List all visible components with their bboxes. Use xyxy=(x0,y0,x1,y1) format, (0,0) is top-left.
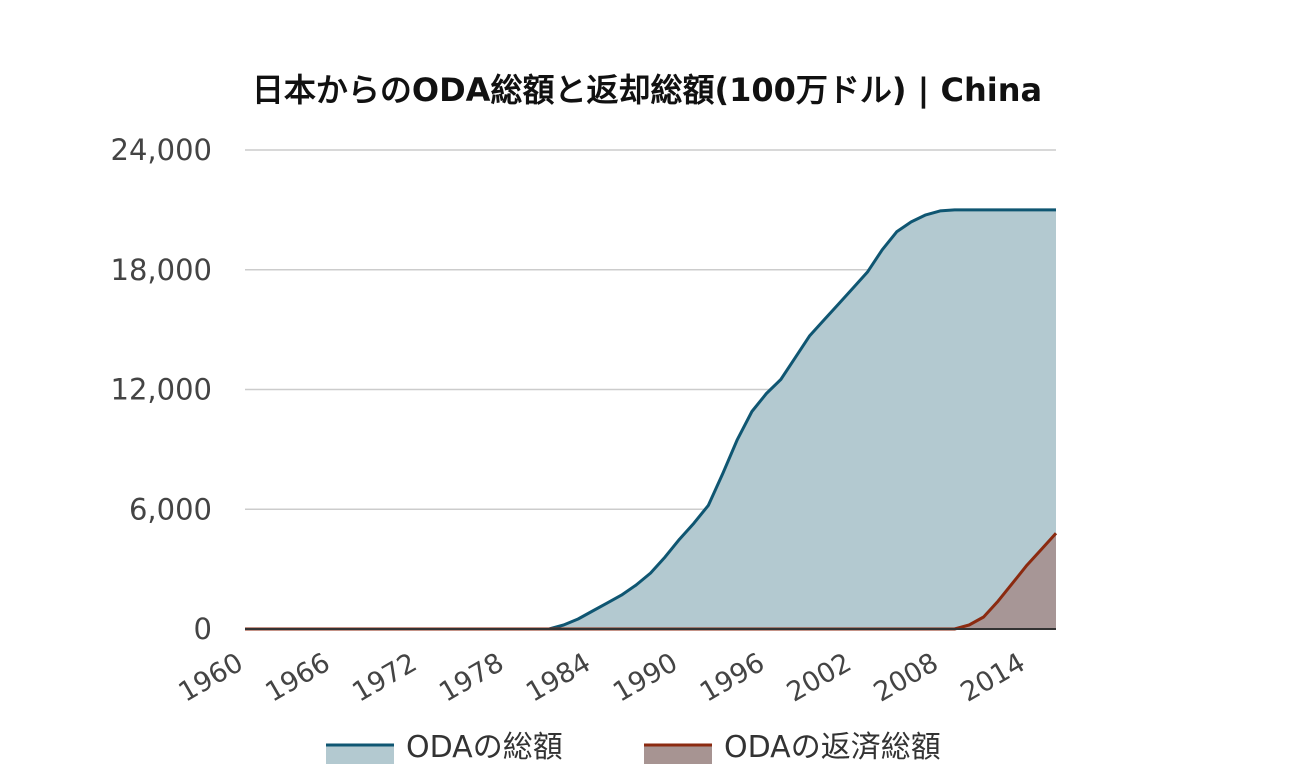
x-tick-label: 1972 xyxy=(347,647,422,708)
series-line-1 xyxy=(245,208,1056,631)
legend-swatch-1 xyxy=(326,744,394,764)
y-tick-label: 24,000 xyxy=(111,133,212,167)
x-tick-label: 1984 xyxy=(521,647,596,708)
x-tick-label: 2002 xyxy=(782,647,857,708)
y-tick-label: 12,000 xyxy=(111,373,212,407)
x-tick-label: 1978 xyxy=(434,647,509,708)
legend: ODAの総額 ODAの返済総額 xyxy=(326,730,941,765)
x-tick-label: 1996 xyxy=(695,647,770,708)
legend-label-2: ODAの返済総額 xyxy=(724,730,941,765)
x-axis: 1960 1966 1972 1978 1984 1990 1996 2002 2008 2014 xyxy=(173,628,1056,708)
x-tick-label: 2008 xyxy=(869,647,944,708)
x-tick-label: 1960 xyxy=(173,647,248,708)
series-area-1 xyxy=(245,209,1056,629)
legend-label-1: ODAの総額 xyxy=(406,730,563,765)
chart-title: 日本からのODA総額と返却総額(100万ドル) | China xyxy=(252,71,1042,110)
legend-swatch-2 xyxy=(644,744,712,764)
series-areas xyxy=(245,208,1058,631)
y-tick-label: 6,000 xyxy=(129,492,212,526)
x-tick-label: 1990 xyxy=(608,647,683,708)
y-tick-label: 0 xyxy=(194,612,212,646)
x-tick-label: 2014 xyxy=(956,647,1031,708)
y-axis: 0 6,000 12,000 18,000 24,000 xyxy=(111,133,212,646)
y-tick-label: 18,000 xyxy=(111,253,212,287)
x-tick-label: 1966 xyxy=(260,647,335,708)
